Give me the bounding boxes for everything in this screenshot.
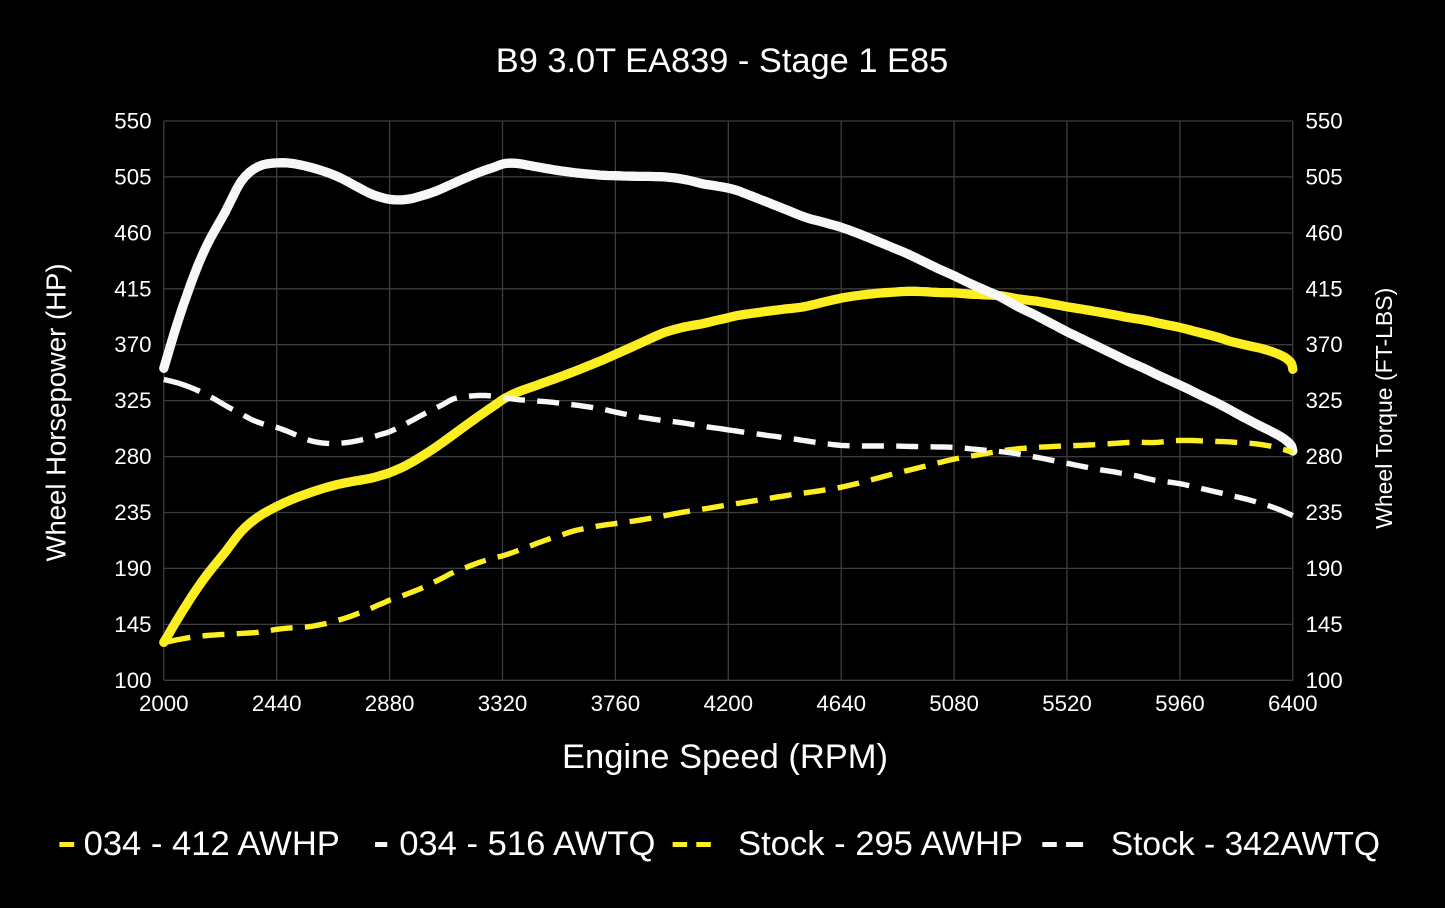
svg-text:460: 460 xyxy=(1306,220,1343,245)
svg-text:2000: 2000 xyxy=(139,691,189,716)
svg-text:2440: 2440 xyxy=(252,691,302,716)
svg-text:Stock - 342AWTQ: Stock - 342AWTQ xyxy=(1111,826,1380,863)
svg-text:325: 325 xyxy=(114,388,151,413)
svg-text:2880: 2880 xyxy=(365,691,415,716)
svg-text:235: 235 xyxy=(1306,500,1343,525)
svg-text:280: 280 xyxy=(114,444,151,469)
svg-text:4200: 4200 xyxy=(703,691,753,716)
svg-text:5520: 5520 xyxy=(1042,691,1092,716)
svg-text:034 - 412 AWHP: 034 - 412 AWHP xyxy=(84,825,340,863)
svg-text:145: 145 xyxy=(114,612,151,637)
svg-text:4640: 4640 xyxy=(816,691,866,716)
svg-text:034 - 516 AWTQ: 034 - 516 AWTQ xyxy=(399,825,655,863)
svg-text:B9 3.0T EA839 - Stage 1 E85: B9 3.0T EA839 - Stage 1 E85 xyxy=(496,42,949,80)
svg-text:5960: 5960 xyxy=(1155,691,1205,716)
svg-text:415: 415 xyxy=(1306,276,1343,301)
svg-text:505: 505 xyxy=(114,164,151,189)
svg-text:190: 190 xyxy=(1306,556,1343,581)
svg-text:370: 370 xyxy=(114,332,151,357)
svg-text:460: 460 xyxy=(114,220,151,245)
svg-text:Wheel Torque (FT-LBS): Wheel Torque (FT-LBS) xyxy=(1371,288,1397,529)
svg-text:Engine Speed (RPM): Engine Speed (RPM) xyxy=(562,738,888,776)
svg-text:280: 280 xyxy=(1306,444,1343,469)
svg-text:100: 100 xyxy=(1306,668,1343,693)
svg-text:190: 190 xyxy=(114,556,151,581)
svg-text:235: 235 xyxy=(114,500,151,525)
svg-text:415: 415 xyxy=(114,276,151,301)
svg-text:370: 370 xyxy=(1306,332,1343,357)
svg-text:Wheel Horsepower (HP): Wheel Horsepower (HP) xyxy=(40,263,71,561)
svg-text:325: 325 xyxy=(1306,388,1343,413)
svg-text:550: 550 xyxy=(1306,109,1343,134)
svg-text:Stock - 295 AWHP: Stock - 295 AWHP xyxy=(738,825,1023,863)
svg-text:550: 550 xyxy=(114,109,151,134)
svg-text:3320: 3320 xyxy=(478,691,528,716)
svg-text:3760: 3760 xyxy=(591,691,641,716)
svg-text:145: 145 xyxy=(1306,612,1343,637)
svg-text:5080: 5080 xyxy=(929,691,979,716)
svg-text:6400: 6400 xyxy=(1268,691,1318,716)
svg-text:505: 505 xyxy=(1306,164,1343,189)
svg-text:100: 100 xyxy=(114,668,151,693)
